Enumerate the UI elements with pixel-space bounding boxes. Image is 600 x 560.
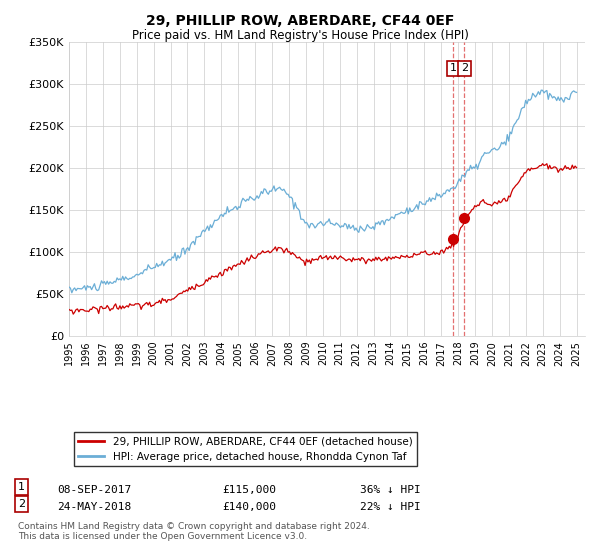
Text: Contains HM Land Registry data © Crown copyright and database right 2024.: Contains HM Land Registry data © Crown c…: [18, 522, 370, 531]
Text: 36% ↓ HPI: 36% ↓ HPI: [360, 485, 421, 495]
Text: Price paid vs. HM Land Registry's House Price Index (HPI): Price paid vs. HM Land Registry's House …: [131, 29, 469, 42]
Text: 08-SEP-2017: 08-SEP-2017: [57, 485, 131, 495]
Text: £115,000: £115,000: [222, 485, 276, 495]
Text: 1: 1: [449, 63, 457, 73]
Text: This data is licensed under the Open Government Licence v3.0.: This data is licensed under the Open Gov…: [18, 532, 307, 542]
Text: £140,000: £140,000: [222, 502, 276, 512]
Text: 2: 2: [18, 499, 25, 509]
Text: 24-MAY-2018: 24-MAY-2018: [57, 502, 131, 512]
Legend: 29, PHILLIP ROW, ABERDARE, CF44 0EF (detached house), HPI: Average price, detach: 29, PHILLIP ROW, ABERDARE, CF44 0EF (det…: [74, 432, 416, 466]
Text: 29, PHILLIP ROW, ABERDARE, CF44 0EF: 29, PHILLIP ROW, ABERDARE, CF44 0EF: [146, 14, 454, 28]
Text: 1: 1: [18, 482, 25, 492]
Text: 2: 2: [461, 63, 468, 73]
Text: 22% ↓ HPI: 22% ↓ HPI: [360, 502, 421, 512]
